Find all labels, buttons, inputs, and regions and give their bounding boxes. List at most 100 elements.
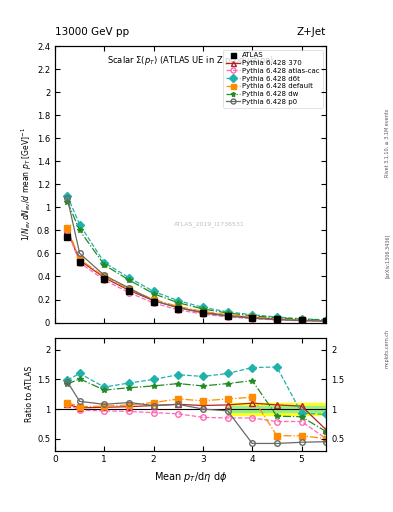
- Pythia 6.428 default: [225, 312, 230, 318]
- Line: Pythia 6.428 dw: Pythia 6.428 dw: [64, 199, 329, 323]
- ATLAS: [65, 234, 70, 241]
- Pythia 6.428 atlas-cac: [77, 260, 82, 266]
- Line: Pythia 6.428 default: Pythia 6.428 default: [64, 225, 329, 324]
- Text: 13000 GeV pp: 13000 GeV pp: [55, 27, 129, 37]
- Pythia 6.428 atlas-cac: [102, 277, 107, 283]
- Pythia 6.428 p0: [225, 313, 230, 319]
- Pythia 6.428 dw: [299, 316, 304, 322]
- Pythia 6.428 d6t: [65, 193, 70, 199]
- ATLAS: [176, 306, 181, 312]
- Line: Pythia 6.428 p0: Pythia 6.428 p0: [64, 196, 329, 324]
- Pythia 6.428 p0: [200, 310, 205, 316]
- ATLAS: [200, 310, 205, 316]
- ATLAS: [151, 299, 156, 305]
- ATLAS: [324, 318, 329, 324]
- Pythia 6.428 370: [65, 227, 70, 233]
- Pythia 6.428 p0: [127, 285, 131, 291]
- Pythia 6.428 d6t: [102, 260, 107, 266]
- Pythia 6.428 atlas-cac: [299, 318, 304, 324]
- Pythia 6.428 d6t: [225, 309, 230, 315]
- Pythia 6.428 default: [77, 256, 82, 262]
- Pythia 6.428 p0: [275, 316, 279, 323]
- Pythia 6.428 p0: [102, 272, 107, 279]
- Pythia 6.428 d6t: [250, 312, 255, 318]
- Pythia 6.428 p0: [77, 250, 82, 257]
- Pythia 6.428 d6t: [176, 297, 181, 304]
- Pythia 6.428 370: [151, 297, 156, 304]
- Pythia 6.428 370: [324, 318, 329, 324]
- Pythia 6.428 370: [225, 312, 230, 318]
- Pythia 6.428 370: [176, 305, 181, 311]
- ATLAS: [299, 317, 304, 324]
- Pythia 6.428 default: [65, 225, 70, 231]
- ATLAS: [77, 259, 82, 265]
- Pythia 6.428 d6t: [127, 274, 131, 281]
- Pythia 6.428 atlas-cac: [275, 317, 279, 323]
- Pythia 6.428 370: [200, 309, 205, 315]
- ATLAS: [250, 315, 255, 321]
- Text: Z+Jet: Z+Jet: [297, 27, 326, 37]
- ATLAS: [102, 275, 107, 282]
- Pythia 6.428 atlas-cac: [225, 314, 230, 320]
- ATLAS: [225, 313, 230, 319]
- Y-axis label: $1/N_{ev}\,dN_{ev}/d$ mean $p_T$ [GeV]$^{-1}$: $1/N_{ev}\,dN_{ev}/d$ mean $p_T$ [GeV]$^…: [20, 127, 34, 241]
- Pythia 6.428 atlas-cac: [65, 227, 70, 233]
- Pythia 6.428 370: [250, 314, 255, 321]
- Pythia 6.428 dw: [77, 227, 82, 233]
- Pythia 6.428 d6t: [324, 317, 329, 323]
- Pythia 6.428 atlas-cac: [151, 300, 156, 306]
- Pythia 6.428 p0: [65, 195, 70, 201]
- Pythia 6.428 atlas-cac: [324, 318, 329, 325]
- Pythia 6.428 d6t: [200, 304, 205, 310]
- Pythia 6.428 p0: [176, 305, 181, 311]
- Pythia 6.428 default: [299, 317, 304, 323]
- Text: mcplots.cern.ch: mcplots.cern.ch: [385, 329, 389, 368]
- Pythia 6.428 370: [275, 316, 279, 322]
- Pythia 6.428 default: [200, 308, 205, 314]
- Pythia 6.428 d6t: [77, 222, 82, 228]
- Pythia 6.428 dw: [65, 199, 70, 205]
- Pythia 6.428 p0: [151, 297, 156, 304]
- Pythia 6.428 default: [176, 303, 181, 309]
- ATLAS: [275, 316, 279, 323]
- Line: ATLAS: ATLAS: [64, 234, 329, 324]
- Y-axis label: Ratio to ATLAS: Ratio to ATLAS: [25, 366, 34, 422]
- Pythia 6.428 atlas-cac: [250, 315, 255, 322]
- Pythia 6.428 default: [275, 315, 279, 322]
- Text: Scalar $\Sigma(p_T)$ (ATLAS UE in Z production): Scalar $\Sigma(p_T)$ (ATLAS UE in Z prod…: [107, 54, 274, 68]
- Pythia 6.428 dw: [225, 310, 230, 316]
- Pythia 6.428 p0: [299, 317, 304, 324]
- Line: Pythia 6.428 370: Pythia 6.428 370: [64, 228, 329, 324]
- Pythia 6.428 dw: [102, 262, 107, 268]
- Pythia 6.428 dw: [250, 313, 255, 319]
- Line: Pythia 6.428 d6t: Pythia 6.428 d6t: [64, 193, 329, 323]
- Pythia 6.428 default: [324, 317, 329, 324]
- ATLAS: [127, 288, 131, 294]
- Text: ATLAS_2019_I1736531: ATLAS_2019_I1736531: [174, 222, 245, 227]
- Legend: ATLAS, Pythia 6.428 370, Pythia 6.428 atlas-cac, Pythia 6.428 d6t, Pythia 6.428 : ATLAS, Pythia 6.428 370, Pythia 6.428 at…: [223, 50, 323, 108]
- Pythia 6.428 dw: [176, 300, 181, 306]
- Line: Pythia 6.428 atlas-cac: Pythia 6.428 atlas-cac: [64, 228, 329, 324]
- Pythia 6.428 dw: [151, 291, 156, 297]
- Pythia 6.428 370: [102, 274, 107, 281]
- Pythia 6.428 default: [250, 314, 255, 320]
- Pythia 6.428 dw: [275, 315, 279, 321]
- Pythia 6.428 d6t: [151, 288, 156, 294]
- Text: Rivet 3.1.10, ≥ 3.1M events: Rivet 3.1.10, ≥ 3.1M events: [385, 109, 389, 178]
- Pythia 6.428 370: [299, 317, 304, 324]
- Pythia 6.428 atlas-cac: [127, 290, 131, 296]
- Pythia 6.428 default: [151, 296, 156, 303]
- Pythia 6.428 d6t: [275, 314, 279, 320]
- X-axis label: Mean $p_T$/d$\eta$ d$\phi$: Mean $p_T$/d$\eta$ d$\phi$: [154, 470, 227, 484]
- Pythia 6.428 default: [127, 286, 131, 292]
- Pythia 6.428 dw: [324, 317, 329, 323]
- Pythia 6.428 370: [77, 257, 82, 263]
- Pythia 6.428 370: [127, 287, 131, 293]
- Pythia 6.428 atlas-cac: [200, 311, 205, 317]
- Pythia 6.428 default: [102, 273, 107, 280]
- Pythia 6.428 dw: [200, 306, 205, 312]
- Pythia 6.428 p0: [324, 318, 329, 324]
- Pythia 6.428 atlas-cac: [176, 307, 181, 313]
- Pythia 6.428 p0: [250, 315, 255, 321]
- Pythia 6.428 d6t: [299, 316, 304, 322]
